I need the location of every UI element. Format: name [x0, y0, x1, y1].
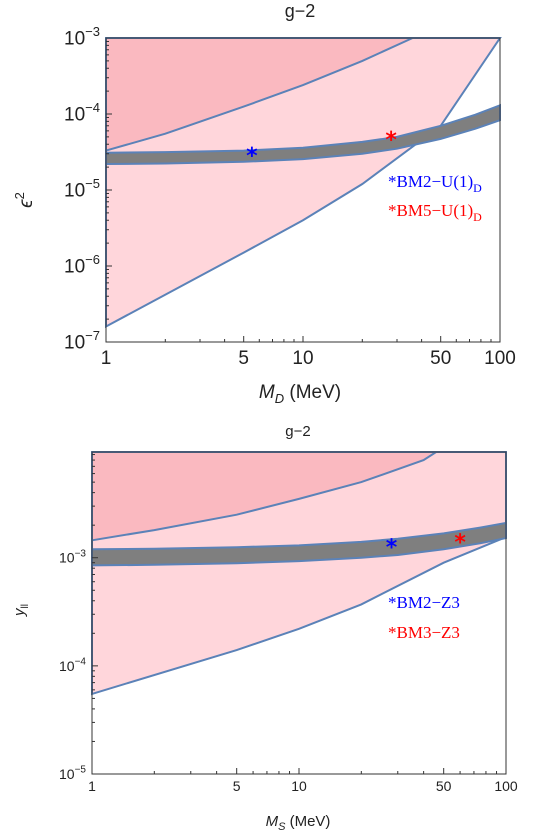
chart-2-y-tick-label: 10−4: [59, 656, 86, 673]
chart-2-title: g−2: [285, 423, 310, 440]
chart-1-benchmark-point-2: *: [385, 128, 397, 153]
chart-1-x-axis-label: MD (MeV): [259, 382, 341, 406]
chart-1-title: g−2: [285, 1, 316, 21]
chart-1-x-tick-label: 5: [238, 348, 249, 369]
chart-2-x-tick-label: 10: [291, 778, 307, 794]
chart-2-regions: [91, 451, 507, 696]
chart-1-y-tick-label: 10−7: [64, 328, 100, 354]
chart-2-legend: *BM2−Z3 *BM3−Z3: [388, 593, 460, 642]
chart-2-legend-item-2: *BM3−Z3: [388, 623, 460, 642]
chart-2-x-axis-label: MS (MeV): [266, 813, 331, 833]
chart-2-y-ticks: 10−5 10−4 10−3: [59, 454, 98, 782]
chart-1-y-tick-label: 10−5: [64, 176, 100, 202]
chart-2-y-tick-label: 10−3: [59, 548, 86, 565]
chart-1-x-tick-label: 50: [430, 348, 451, 369]
chart-2-x-tick-label: 5: [233, 778, 241, 794]
chart-1-x-ticks: 1 5 10 50 100: [101, 336, 516, 369]
chart-1-y-tick-label: 10−3: [64, 24, 100, 50]
chart-2-x-tick-label: 50: [436, 778, 452, 794]
chart-2-y-tick-label: 10−5: [59, 765, 86, 782]
chart-1-points: **: [246, 128, 397, 169]
chart-1-legend: *BM2−U(1)D *BM5−U(1)D: [388, 172, 482, 224]
chart-1-x-tick-label: 1: [101, 348, 112, 369]
chart-1-legend-item-2: *BM5−U(1)D: [388, 201, 482, 224]
chart-1-y-tick-label: 10−6: [64, 252, 100, 278]
chart-2-points: * *: [386, 531, 467, 561]
chart-2-y-axis-label: yll: [11, 604, 31, 617]
chart-1-x-tick-label: 10: [292, 348, 313, 369]
chart-2-legend-item-1: *BM2−Z3: [388, 593, 460, 612]
chart-1-y-tick-label: 10−4: [64, 100, 100, 126]
chart-1-y-axis-label: ϵ2: [12, 192, 37, 208]
chart-2-benchmark-point-1: *: [386, 536, 398, 561]
chart-2-x-tick-label: 1: [88, 778, 96, 794]
chart-2-x-tick-label: 100: [494, 778, 518, 794]
chart-1-benchmark-point-1: *: [246, 144, 258, 169]
chart-1: g−2 1 5 10 50 100 10−710−610−510−410−3 ** MD…: [12, 1, 516, 406]
chart-2-benchmark-point-2: *: [454, 531, 466, 556]
chart-1-x-tick-label: 100: [484, 348, 516, 369]
chart-1-y-ticks: 10−7 10−6 10−5 10−4 10−3: [64, 24, 112, 354]
chart-2-x-ticks: 1 5 10 50 100: [88, 768, 518, 794]
chart-2: g−2 1 5 10 50 100 10−510−410−3 * * MS (MeV) y…: [11, 423, 518, 833]
chart-1-legend-item-1: *BM2−U(1)D: [388, 172, 482, 195]
